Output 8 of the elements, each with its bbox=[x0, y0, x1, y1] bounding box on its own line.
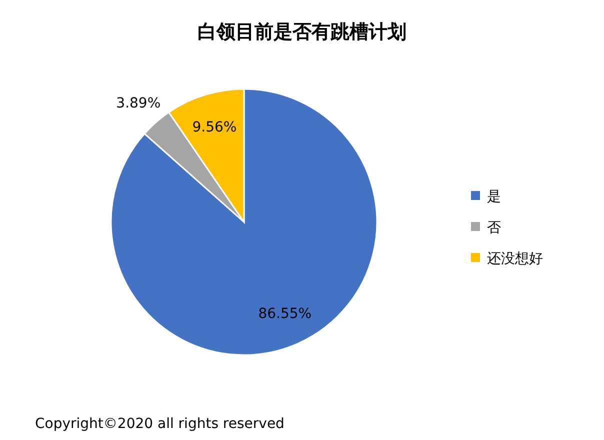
text: Copyright©2020 all rights reserved bbox=[35, 416, 284, 432]
legend-label: 是 bbox=[487, 189, 501, 205]
data-label: 86.55% bbox=[258, 306, 312, 322]
chart-title: 白领目前是否有跳槽计划 bbox=[198, 21, 406, 43]
legend-label: 还没想好 bbox=[487, 251, 543, 267]
legend-label: 否 bbox=[487, 220, 501, 236]
data-label: 3.89% bbox=[116, 95, 161, 112]
data-label: 9.56% bbox=[192, 120, 237, 136]
